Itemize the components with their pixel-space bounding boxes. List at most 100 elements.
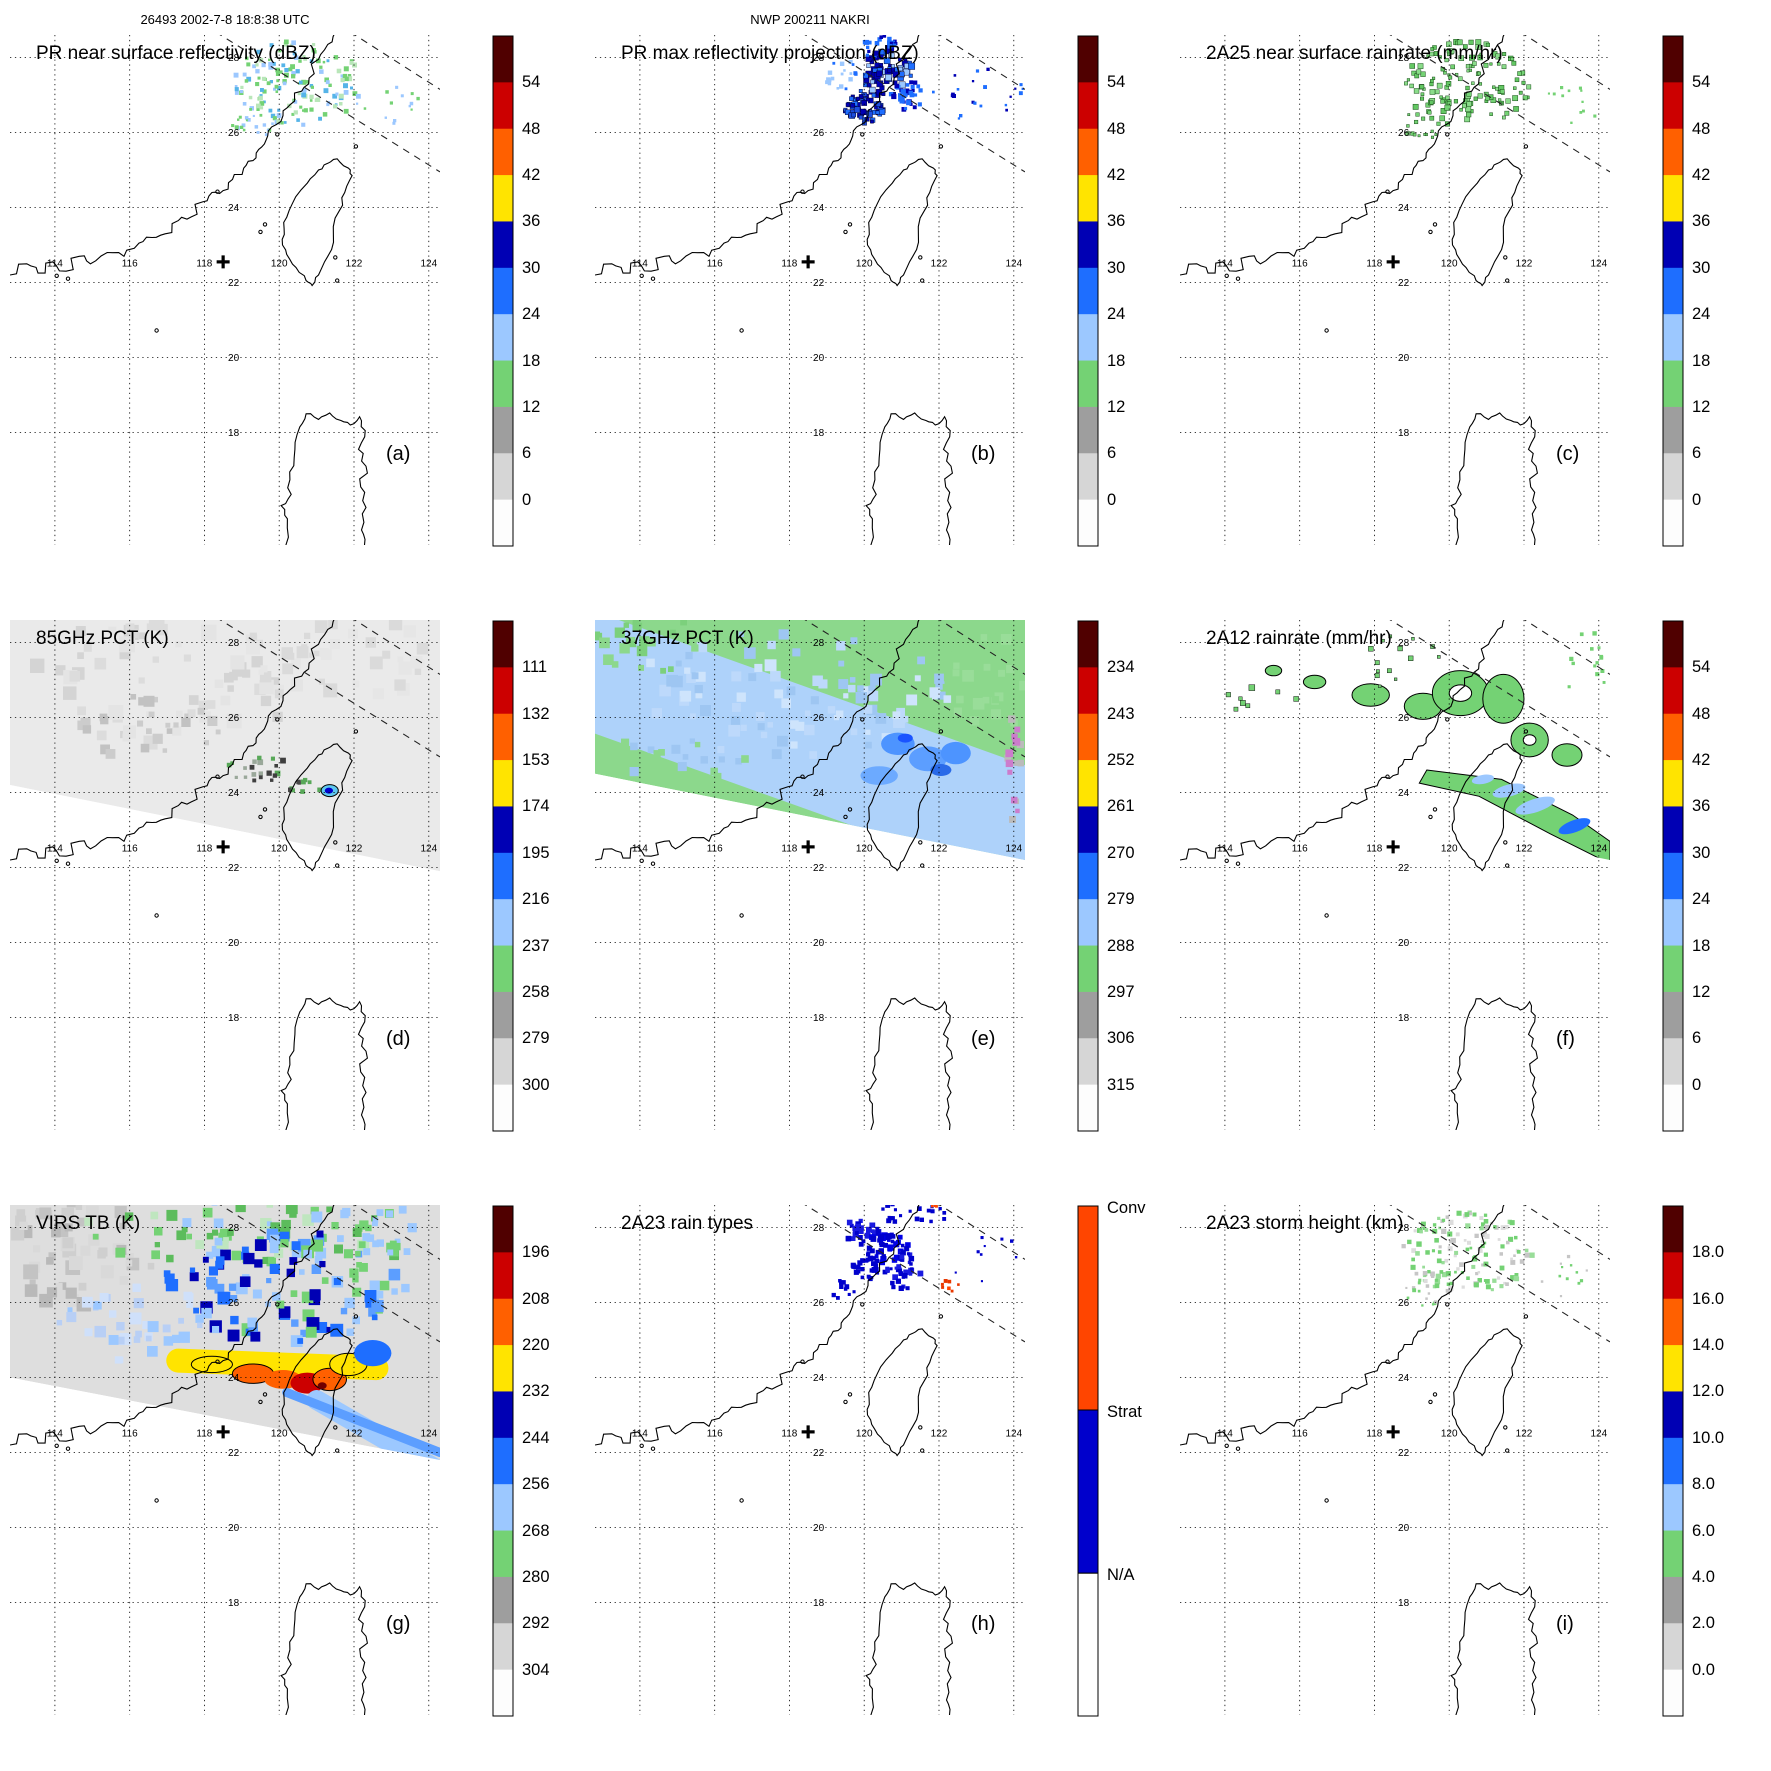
lat-label: 28 [813,638,825,649]
lat-label: 26 [228,713,240,724]
island-outline [54,273,59,279]
island-outline [1503,1425,1508,1430]
colorbar-tick: 30 [1692,843,1711,862]
colorbar-swatches [1662,620,1684,1132]
island-outline [333,840,338,845]
panel-letter-label: (c) [1556,443,1580,465]
colorbar-category-label: N/A [1107,1566,1135,1585]
colorbar-tick: 220 [522,1336,550,1355]
colorbar-tick: 6 [1692,444,1702,463]
colorbar-tick: 16.0 [1692,1289,1725,1308]
island-outline [650,276,656,281]
swath-edge-dashed-line [938,35,1025,90]
colorbar-tick: 195 [522,843,550,862]
island-outline [920,278,925,283]
panel-letter-label: (i) [1556,1613,1574,1635]
lat-label: 26 [1398,713,1410,724]
panel-letter-label: (h) [971,1613,996,1635]
colorbar-tick: 252 [1107,751,1135,770]
colorbar-tick: 6 [1107,444,1117,463]
graticule-labels: 114 116 118 120 122 124 18 20 22 24 26 28 [1217,53,1608,439]
graticule-labels: 114 116 118 120 122 124 18 20 22 24 26 28 [632,638,1023,1024]
island-outline [843,1399,848,1405]
lon-label: 114 [632,1429,648,1440]
island-outline [1432,807,1438,812]
swath-edge-dashed-line [219,35,440,173]
island-outline [938,144,944,149]
lon-label: 118 [1366,1429,1382,1440]
colorbar-tick: 261 [1107,797,1135,816]
lon-label: 118 [781,259,797,270]
lon-label: 124 [1005,1429,1022,1440]
lon-label: 122 [346,844,363,855]
lat-label: 22 [1398,863,1410,874]
island-outline [920,1448,925,1453]
lon-label: 116 [1292,1429,1308,1440]
island-outline [54,1443,59,1449]
island-outline [1235,861,1241,866]
lon-label: 120 [1441,259,1458,270]
island-outline [275,132,280,137]
colorbar-tick: 232 [522,1382,550,1401]
island-outline [333,255,338,260]
island-outline [1503,255,1508,260]
island-outline [1523,1314,1529,1319]
orbit-timestamp-title: 26493 2002-7-8 18:8:38 UTC [140,12,310,27]
island-outline [65,1446,71,1451]
china-coastline [10,35,335,276]
colorbar-dbz: 54 48 42 36 30 24 18 12 6 0 [1662,35,1762,547]
china-coastline [595,1205,920,1446]
island-outline [353,729,359,734]
lon-label: 116 [1292,844,1308,855]
island-outline [215,774,220,779]
lon-label: 122 [1516,259,1533,270]
panel-e: 114 116 118 120 122 124 18 20 22 24 26 28 37GHz PCT … [595,620,1180,1132]
lon-label: 120 [1441,844,1458,855]
luzon-coastline [280,1582,369,1715]
panel-letter-label: (g) [386,1613,411,1635]
island-outline [262,222,268,227]
china-coastline [10,1205,335,1446]
china-coastline [595,35,920,276]
colorbar-tick: 12 [1692,982,1711,1001]
luzon-coastline [865,412,954,545]
lon-label: 120 [1441,1429,1458,1440]
storm-center-marker [801,840,815,854]
island-outline [1385,1359,1390,1364]
lon-label: 116 [1292,259,1308,270]
graticule-grid [1180,620,1610,1130]
colorbar-tick: 36 [1107,212,1126,231]
colorbar-tick: 54 [1692,658,1711,677]
colorbar-tick: 6 [1692,1029,1702,1048]
island-outline [918,840,923,845]
colorbar-tick: 12.0 [1692,1382,1725,1401]
map-g: 114 116 118 120 122 124 18 20 22 24 26 28 [10,1205,440,1715]
graticule-grid [595,1205,1025,1715]
colorbar-tick: 36 [1692,212,1711,231]
lat-label: 26 [813,713,825,724]
colorbar-virs: 196 208 220 232 244 256 268 280 292 304 [492,1205,592,1717]
island-outline [65,861,71,866]
lat-label: 18 [1398,1598,1410,1609]
island-outline [920,863,925,868]
colorbar-swatches [1077,1205,1099,1717]
swath-edge-dashed-line [804,620,1025,758]
swath-edge-dashed-line [1389,35,1610,173]
lat-label: 22 [228,1448,240,1459]
colorbar-pct85: 111 132 153 174 195 216 237 258 279 300 [492,620,592,1132]
lat-label: 24 [1398,203,1410,214]
taiwan-coastline [281,158,353,287]
lon-label: 120 [856,1429,873,1440]
storm-name-title: NWP 200211 NAKRI [750,12,870,27]
colorbar-swatches [1077,620,1099,1132]
lat-label: 22 [1398,1448,1410,1459]
panel-title: PR max reflectivity projection (dBZ) [621,43,919,64]
lon-label: 114 [632,844,648,855]
colorbar-tick: 0 [1692,1075,1702,1094]
graticule-labels: 114 116 118 120 122 124 18 20 22 24 26 28 [47,53,438,439]
island-outline [650,1446,656,1451]
lon-label: 120 [271,1429,288,1440]
island-outline [262,807,268,812]
lon-label: 122 [1516,844,1533,855]
lon-label: 122 [1516,1429,1533,1440]
